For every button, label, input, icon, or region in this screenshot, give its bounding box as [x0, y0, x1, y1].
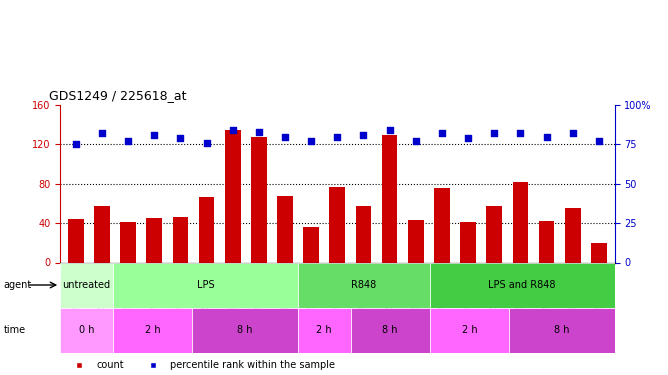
Text: LPS: LPS [196, 280, 214, 290]
Point [384, 127, 395, 133]
Bar [68, 219, 84, 262]
FancyBboxPatch shape [430, 308, 509, 352]
Bar [408, 220, 424, 262]
Bar [94, 206, 110, 262]
Point [332, 134, 343, 140]
Point [594, 138, 605, 144]
Bar [251, 138, 267, 262]
Point [515, 130, 526, 136]
Text: GDS1249 / 225618_at: GDS1249 / 225618_at [49, 90, 186, 102]
FancyBboxPatch shape [351, 308, 430, 352]
Point [280, 134, 291, 140]
Bar [486, 206, 502, 262]
Point [175, 135, 186, 141]
Point [201, 140, 212, 146]
Text: 8 h: 8 h [237, 325, 253, 335]
FancyBboxPatch shape [298, 308, 351, 352]
FancyBboxPatch shape [60, 308, 113, 352]
Bar [591, 243, 607, 262]
Point [70, 141, 81, 147]
FancyBboxPatch shape [298, 262, 430, 308]
Bar [146, 218, 162, 262]
Text: 8 h: 8 h [382, 325, 398, 335]
Text: 2 h: 2 h [317, 325, 332, 335]
Point [97, 130, 108, 136]
Text: time: time [3, 325, 25, 335]
Point [254, 129, 265, 135]
Text: 2 h: 2 h [145, 325, 160, 335]
Point [410, 138, 421, 144]
FancyBboxPatch shape [192, 308, 298, 352]
Point [437, 130, 448, 136]
Text: 2 h: 2 h [462, 325, 477, 335]
Bar [172, 217, 188, 262]
Text: 0 h: 0 h [79, 325, 94, 335]
Bar [225, 130, 240, 262]
Point [227, 127, 238, 133]
FancyBboxPatch shape [113, 262, 298, 308]
Bar [303, 227, 319, 262]
Point [123, 138, 134, 144]
Bar [434, 188, 450, 262]
Bar [460, 222, 476, 262]
Bar [538, 221, 554, 262]
Text: LPS and R848: LPS and R848 [488, 280, 556, 290]
Bar [329, 187, 345, 262]
Text: 8 h: 8 h [554, 325, 570, 335]
FancyBboxPatch shape [509, 308, 615, 352]
Text: agent: agent [3, 280, 31, 290]
Point [541, 134, 552, 140]
Bar [565, 209, 580, 262]
Point [463, 135, 474, 141]
Bar [382, 135, 397, 262]
FancyBboxPatch shape [430, 262, 615, 308]
FancyBboxPatch shape [60, 262, 113, 308]
Bar [120, 222, 136, 262]
Point [489, 130, 500, 136]
Bar [277, 196, 293, 262]
FancyBboxPatch shape [113, 308, 192, 352]
Text: untreated: untreated [63, 280, 111, 290]
Text: R848: R848 [351, 280, 376, 290]
Point [567, 130, 578, 136]
Point [149, 132, 160, 138]
Bar [355, 206, 371, 262]
Bar [199, 196, 214, 262]
Point [306, 138, 317, 144]
Legend: count, percentile rank within the sample: count, percentile rank within the sample [65, 356, 339, 374]
Point [358, 132, 369, 138]
Bar [512, 182, 528, 262]
